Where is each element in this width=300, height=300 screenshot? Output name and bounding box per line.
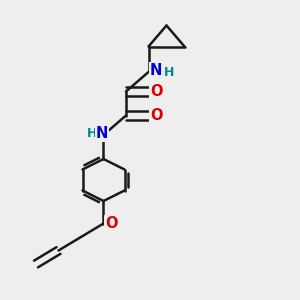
- Text: O: O: [105, 216, 117, 231]
- Text: H: H: [87, 127, 97, 140]
- Text: O: O: [150, 84, 163, 99]
- Text: O: O: [150, 108, 163, 123]
- Text: H: H: [164, 66, 174, 79]
- Text: N: N: [96, 126, 108, 141]
- Text: N: N: [150, 63, 162, 78]
